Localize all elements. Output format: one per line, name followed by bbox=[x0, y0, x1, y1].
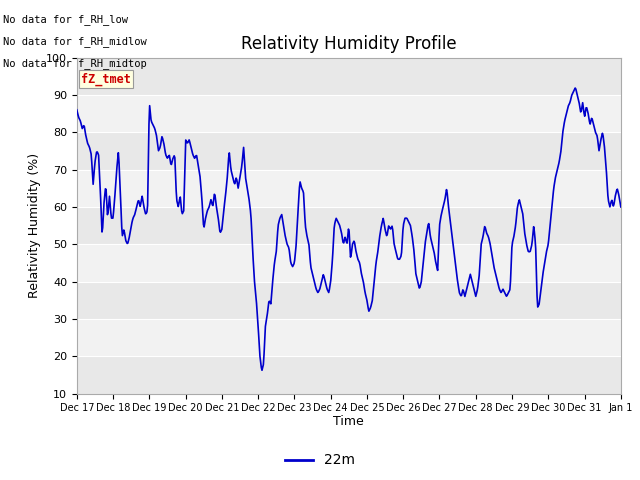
Bar bbox=[77, 169, 621, 207]
Bar bbox=[77, 356, 621, 394]
Bar bbox=[77, 207, 621, 244]
X-axis label: Time: Time bbox=[333, 415, 364, 428]
Y-axis label: Relativity Humidity (%): Relativity Humidity (%) bbox=[28, 153, 40, 298]
Text: No data for f_RH_low: No data for f_RH_low bbox=[3, 14, 128, 25]
Bar bbox=[77, 319, 621, 356]
Bar bbox=[77, 58, 621, 95]
Bar bbox=[77, 282, 621, 319]
Legend: 22m: 22m bbox=[280, 448, 360, 473]
Bar bbox=[77, 244, 621, 282]
Text: No data for f_RH_midtop: No data for f_RH_midtop bbox=[3, 58, 147, 69]
Text: No data for f_RH_midlow: No data for f_RH_midlow bbox=[3, 36, 147, 47]
Title: Relativity Humidity Profile: Relativity Humidity Profile bbox=[241, 35, 456, 53]
Bar bbox=[77, 132, 621, 169]
Text: fZ_tmet: fZ_tmet bbox=[81, 72, 131, 86]
Bar bbox=[77, 95, 621, 132]
